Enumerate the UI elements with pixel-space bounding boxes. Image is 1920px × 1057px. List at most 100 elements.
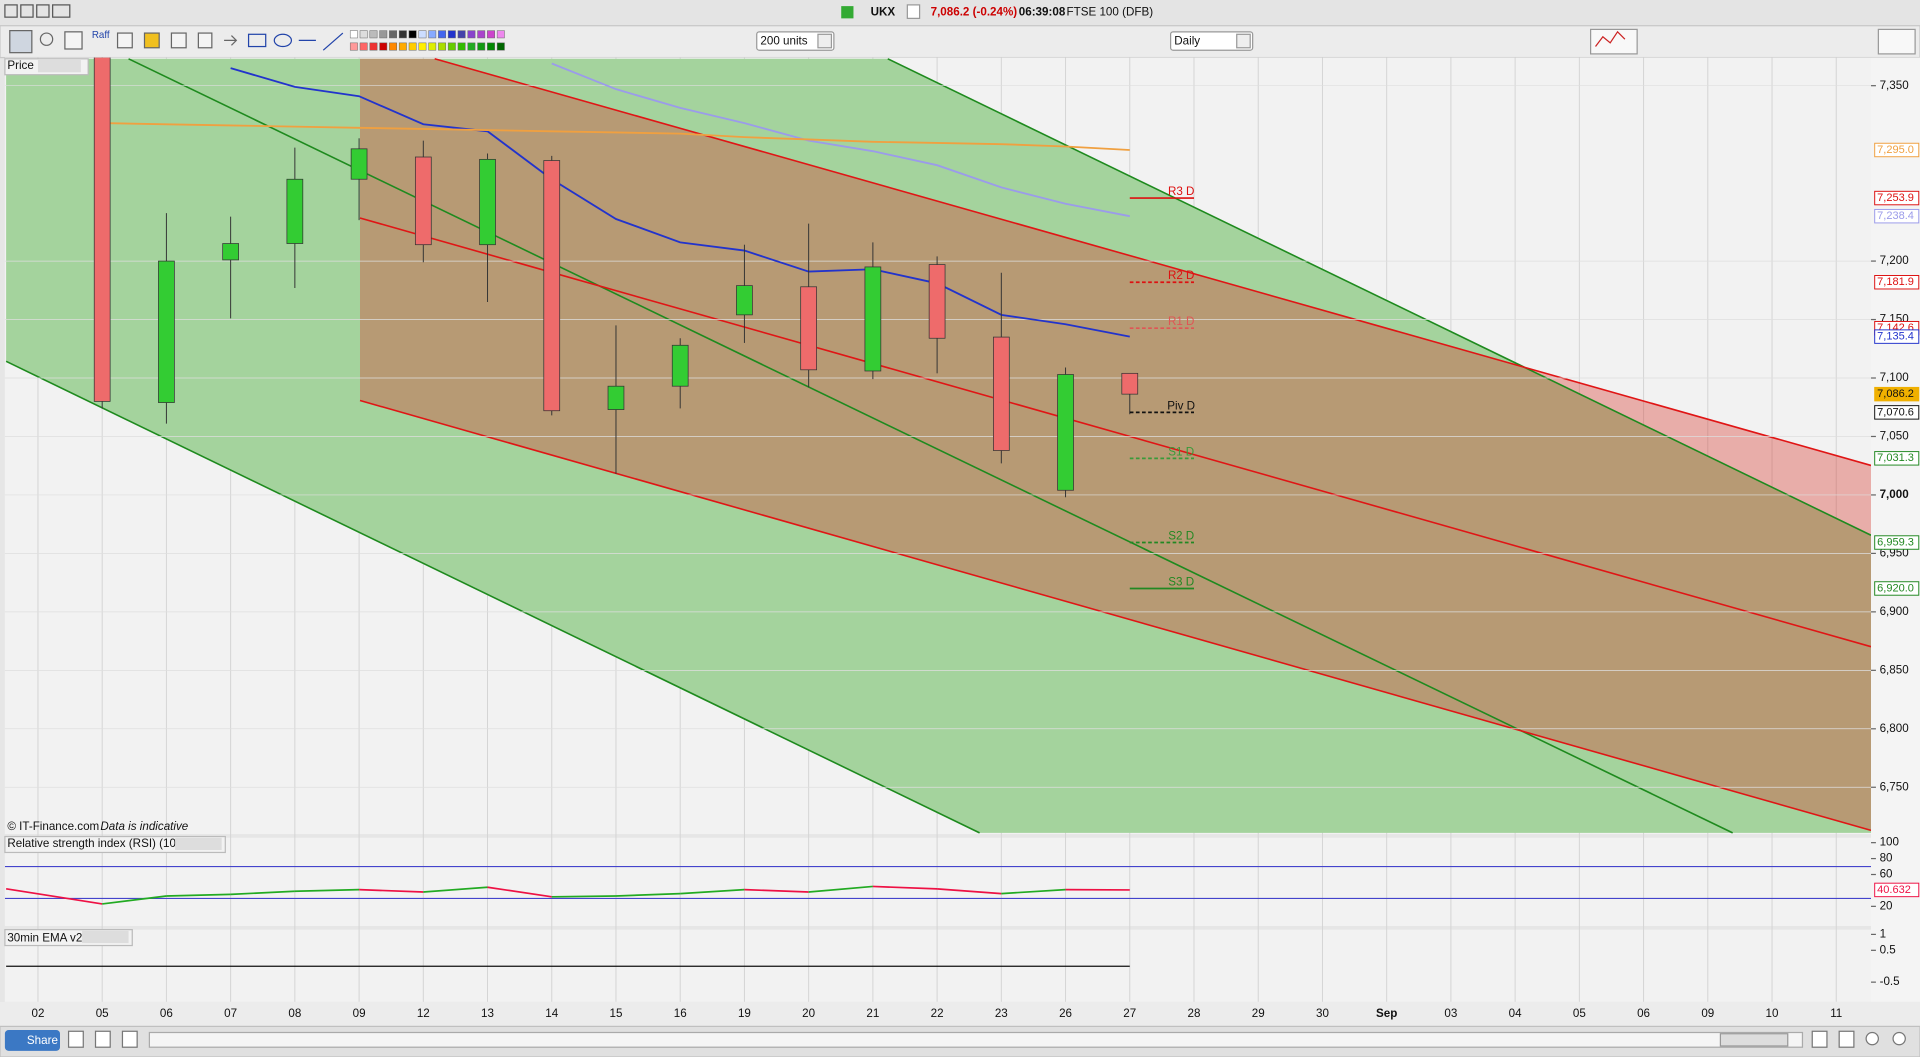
status-icons <box>67 1030 1906 1048</box>
x-tick-label: 12 <box>417 1007 430 1020</box>
scrollbar[interactable] <box>148 1031 1804 1048</box>
units-value: 200 units <box>760 35 807 48</box>
price-tag-label: 7,070.6 <box>1877 406 1914 418</box>
period-dropdown[interactable] <box>1236 33 1251 49</box>
ellipse-tool[interactable] <box>273 33 293 48</box>
indicator-segment <box>487 886 552 898</box>
icon-button[interactable] <box>94 1030 111 1048</box>
restore-button[interactable] <box>20 4 34 18</box>
candle-body <box>736 285 753 316</box>
axis-labels: 7,3507,2007,1507,1007,0507,0006,9506,900… <box>1871 79 1920 988</box>
window-button[interactable] <box>52 4 71 18</box>
x-tick-label: 27 <box>1123 1007 1136 1020</box>
line-tool[interactable] <box>322 32 344 51</box>
side-panel-button[interactable] <box>1877 28 1916 55</box>
price-tag <box>1874 581 1920 596</box>
candle-body <box>928 264 946 339</box>
indicator-segment <box>423 886 488 893</box>
x-tick-label: 05 <box>1573 1007 1586 1020</box>
panel-controls[interactable] <box>82 930 129 944</box>
pointer-tool[interactable] <box>9 30 33 54</box>
zoom-out[interactable] <box>1865 1031 1879 1046</box>
y-tick-label: 7,000 <box>1880 488 1909 501</box>
scroll-thumb[interactable] <box>1719 1033 1789 1047</box>
price-tag <box>1874 190 1920 206</box>
arrow-tool[interactable] <box>224 35 238 46</box>
x-tick-label: 19 <box>738 1007 751 1020</box>
zoom-in[interactable] <box>1892 1031 1906 1046</box>
y-tick-label: 7,050 <box>1880 430 1910 443</box>
fib-tool[interactable] <box>170 32 187 49</box>
candle-body <box>1057 374 1074 491</box>
icon-button[interactable] <box>1838 1030 1855 1048</box>
y-tick-label: 7,350 <box>1880 79 1910 92</box>
panel-controls[interactable] <box>175 837 222 851</box>
price-tag-label: 7,086.2 <box>1877 388 1914 400</box>
symbol: UKX <box>871 5 896 18</box>
x-tick-label: 03 <box>1444 1007 1457 1020</box>
disclaimer: Data is indicative <box>100 820 188 833</box>
candle-body <box>864 266 882 372</box>
indicator-segment <box>294 888 360 893</box>
zoom-tool[interactable] <box>39 32 54 46</box>
tool-icons <box>9 30 344 54</box>
x-tick-label: 14 <box>545 1007 558 1020</box>
icon-button[interactable] <box>1811 1030 1828 1048</box>
period-select[interactable] <box>1170 31 1254 51</box>
price-plot: R3 D R2 D R1 D Piv D S1 D S2 D S3 D <box>4 57 1872 788</box>
price-tag <box>1874 451 1920 466</box>
indicator-segment <box>872 885 938 890</box>
moving-average-line <box>230 67 1130 338</box>
share-button[interactable] <box>4 1030 60 1051</box>
chart-type-button[interactable] <box>1590 28 1638 55</box>
info-button[interactable] <box>906 4 921 19</box>
trend-line <box>128 58 1733 834</box>
y-tick-label: 100 <box>1880 836 1900 849</box>
units-dropdown[interactable] <box>817 33 833 49</box>
pivot-label: S1 D <box>1168 445 1194 458</box>
trend-line <box>887 58 1872 536</box>
y-tick-label: 6,850 <box>1880 663 1910 676</box>
panel-title: Price <box>7 59 33 72</box>
panel-controls[interactable] <box>37 60 81 73</box>
pivot-label: S3 D <box>1168 575 1194 588</box>
rsi-plot <box>4 865 1872 905</box>
price: 7,086.2 (-0.24%) <box>931 5 1018 18</box>
price-tag <box>1874 535 1920 550</box>
instrument: FTSE 100 (DFB) <box>1067 5 1154 18</box>
y-tick-label: 80 <box>1880 852 1893 865</box>
price-tag <box>1874 386 1920 402</box>
price-tag-label: 7,135.4 <box>1877 331 1914 343</box>
moving-average-line <box>551 62 1130 218</box>
rect-tool[interactable] <box>247 33 267 48</box>
text-tool[interactable] <box>116 32 133 49</box>
close-button[interactable] <box>4 4 18 18</box>
y-tick-label: 60 <box>1880 868 1893 881</box>
delete-tool[interactable] <box>197 32 213 49</box>
y-tick-label: 6,900 <box>1880 605 1910 618</box>
chart-type-icon <box>1595 30 1626 47</box>
candle-body <box>286 178 304 244</box>
color-palette[interactable] <box>349 30 505 51</box>
x-tick-label: 06 <box>1637 1007 1650 1020</box>
price-tag-label: 7,031.3 <box>1877 452 1914 464</box>
panel-title: 30min EMA v2 <box>7 931 82 944</box>
x-tick-label: 09 <box>1701 1007 1714 1020</box>
x-tick-label: 16 <box>674 1007 687 1020</box>
icon-button[interactable] <box>67 1030 84 1048</box>
chart-tool[interactable] <box>64 31 83 50</box>
alert-tool[interactable] <box>143 32 160 49</box>
instrument-icon[interactable] <box>841 6 854 19</box>
units-select[interactable] <box>756 31 835 51</box>
minimize-button[interactable] <box>36 4 50 18</box>
date-axis <box>0 1001 1920 1027</box>
pivot-label: R3 D <box>1168 185 1194 198</box>
icon-button[interactable] <box>121 1030 138 1048</box>
x-tick-label: 13 <box>481 1007 494 1020</box>
moving-average-line <box>102 122 1130 151</box>
tool-label[interactable]: Raff <box>92 30 110 41</box>
indicator-segment <box>166 893 231 897</box>
channel-drawings <box>5 58 1872 834</box>
